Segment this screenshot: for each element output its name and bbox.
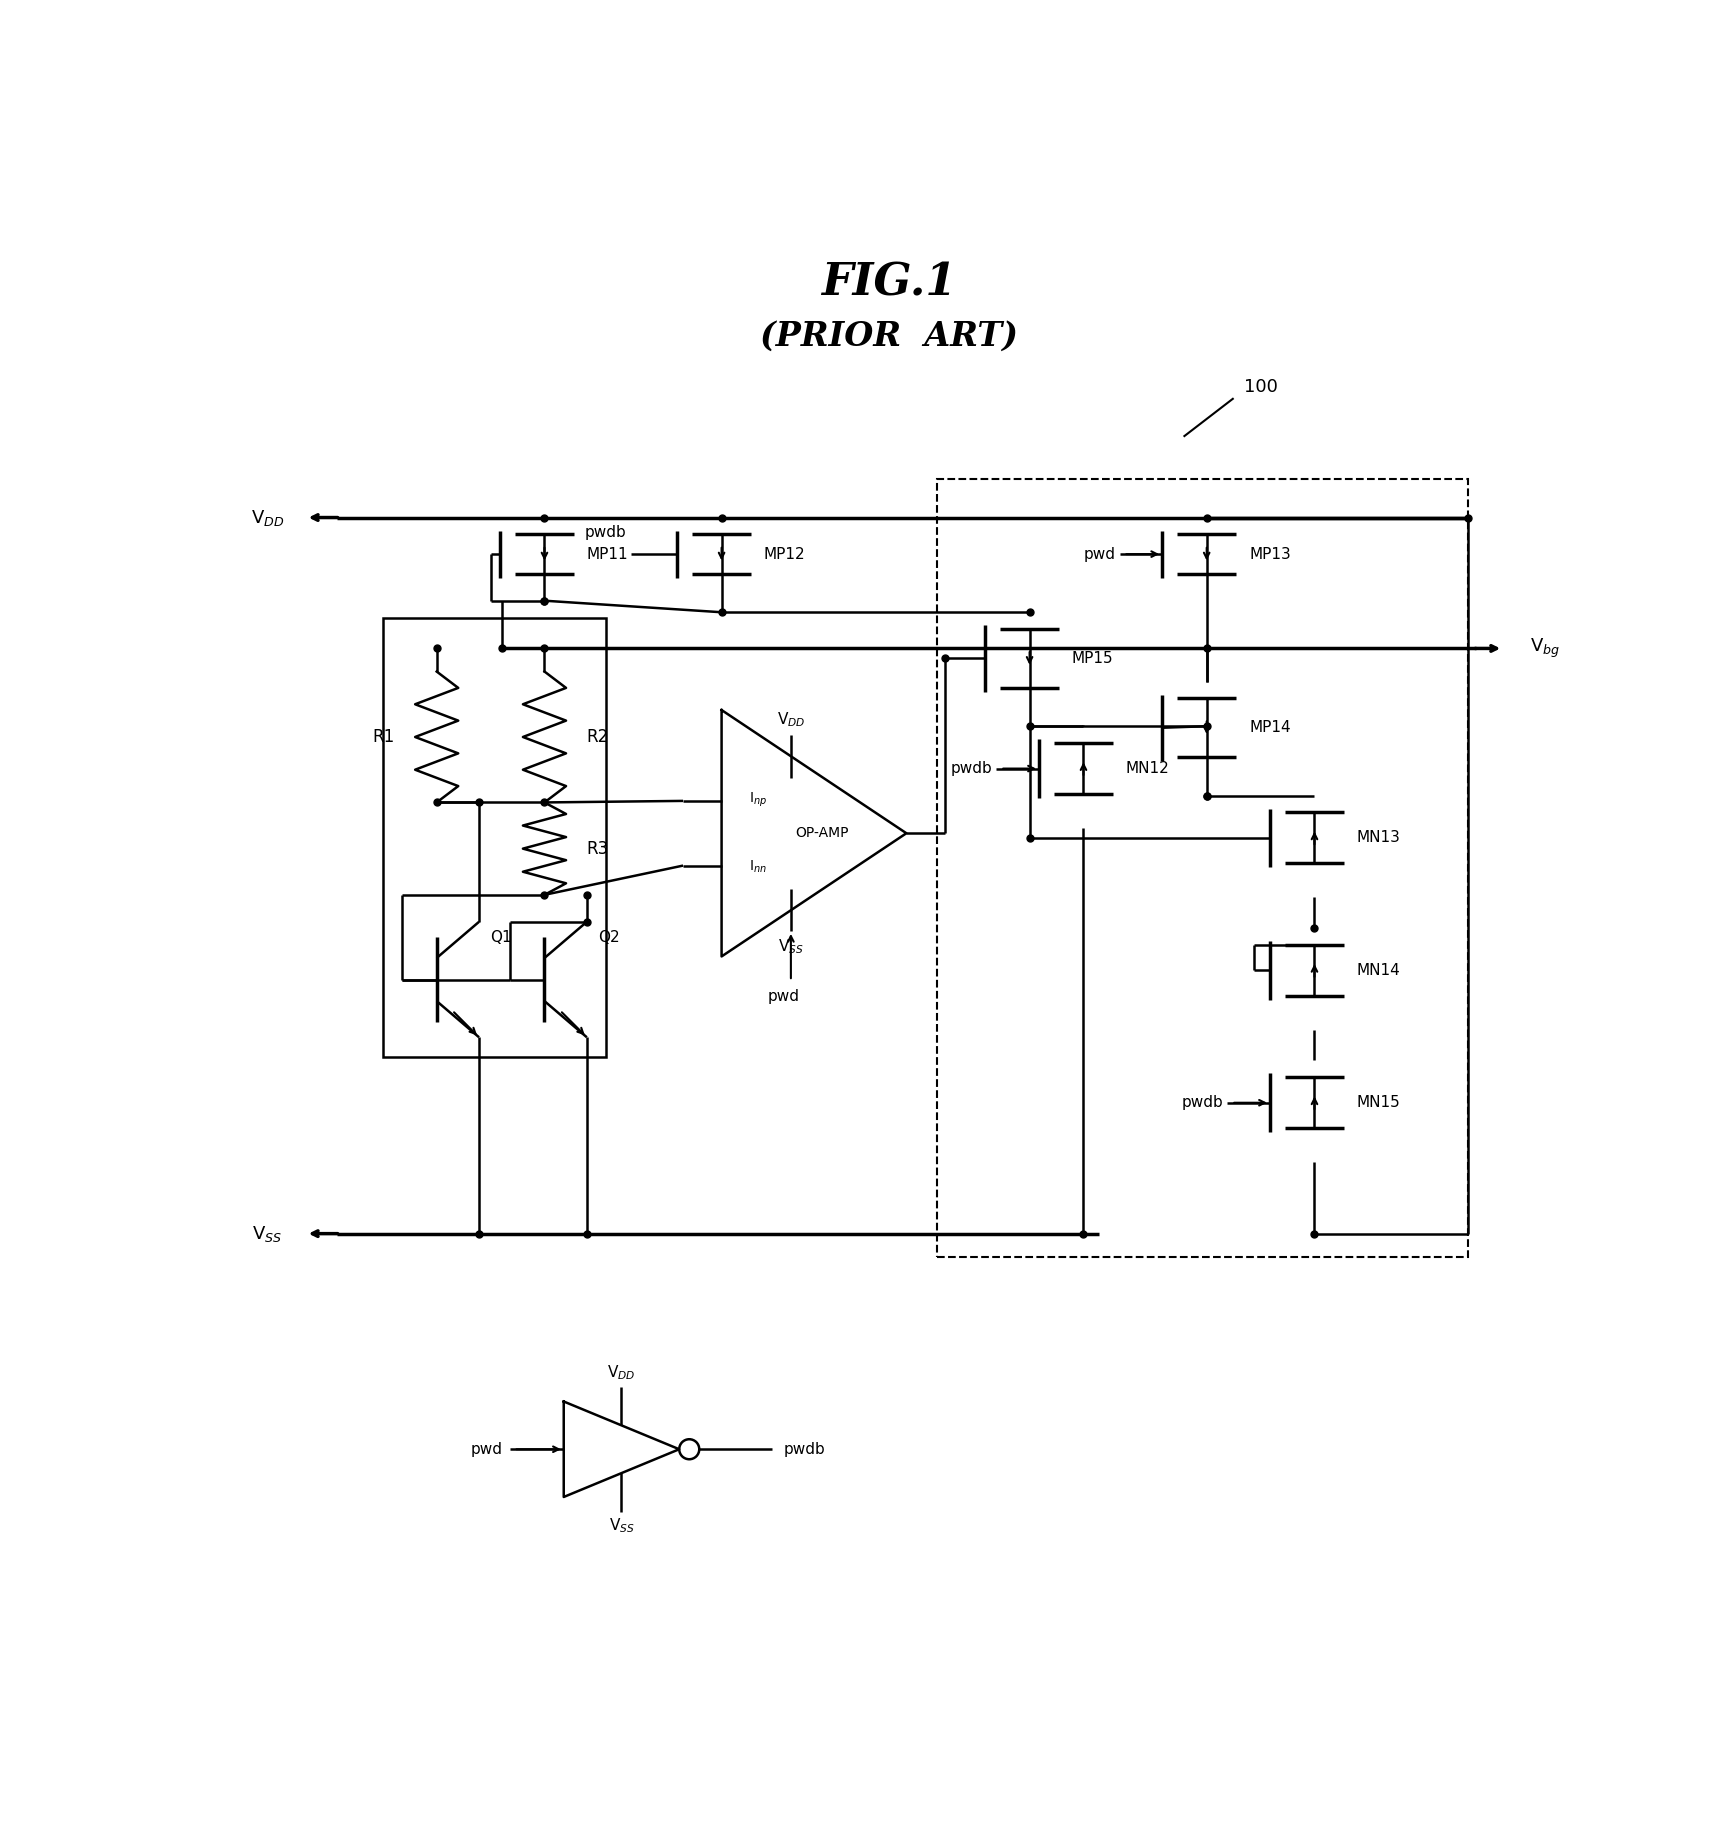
Text: Q2: Q2 bbox=[598, 929, 621, 946]
Text: I$_{np}$: I$_{np}$ bbox=[749, 789, 766, 808]
Text: pwdb: pwdb bbox=[1183, 1096, 1224, 1111]
Text: MP12: MP12 bbox=[765, 547, 806, 562]
Text: V$_{SS}$: V$_{SS}$ bbox=[251, 1223, 283, 1243]
Text: MN14: MN14 bbox=[1356, 962, 1401, 979]
Text: MN12: MN12 bbox=[1125, 762, 1170, 777]
Text: V$_{bg}$: V$_{bg}$ bbox=[1529, 637, 1561, 659]
Text: pwdb: pwdb bbox=[950, 762, 992, 777]
Text: MN15: MN15 bbox=[1356, 1096, 1401, 1111]
Bar bbox=[383, 617, 607, 1056]
Text: R1: R1 bbox=[373, 729, 394, 745]
Text: pwd: pwd bbox=[1084, 547, 1115, 562]
Text: V$_{DD}$: V$_{DD}$ bbox=[777, 711, 805, 729]
Text: MP14: MP14 bbox=[1248, 720, 1290, 734]
Text: (PRIOR  ART): (PRIOR ART) bbox=[759, 319, 1018, 353]
Text: MP15: MP15 bbox=[1072, 652, 1113, 666]
Text: MN13: MN13 bbox=[1356, 830, 1401, 845]
Text: pwd: pwd bbox=[470, 1441, 503, 1456]
Text: V$_{DD}$: V$_{DD}$ bbox=[251, 507, 284, 527]
Text: 100: 100 bbox=[1243, 378, 1278, 395]
Text: pwd: pwd bbox=[766, 990, 799, 1004]
Text: I$_{nn}$: I$_{nn}$ bbox=[749, 859, 766, 876]
Text: V$_{DD}$: V$_{DD}$ bbox=[607, 1364, 636, 1383]
Text: OP-AMP: OP-AMP bbox=[794, 826, 848, 841]
Text: FIG.1: FIG.1 bbox=[820, 261, 957, 305]
Text: R3: R3 bbox=[586, 839, 609, 857]
Text: pwdb: pwdb bbox=[584, 525, 628, 540]
Text: pwdb: pwdb bbox=[784, 1441, 825, 1456]
Text: V$_{SS}$: V$_{SS}$ bbox=[609, 1517, 635, 1535]
Bar bbox=[936, 479, 1469, 1256]
Text: Q1: Q1 bbox=[491, 929, 512, 946]
Text: V$_{SS}$: V$_{SS}$ bbox=[779, 936, 805, 957]
Text: R2: R2 bbox=[586, 729, 609, 745]
Text: MP11: MP11 bbox=[586, 547, 628, 562]
Text: MP13: MP13 bbox=[1248, 547, 1290, 562]
